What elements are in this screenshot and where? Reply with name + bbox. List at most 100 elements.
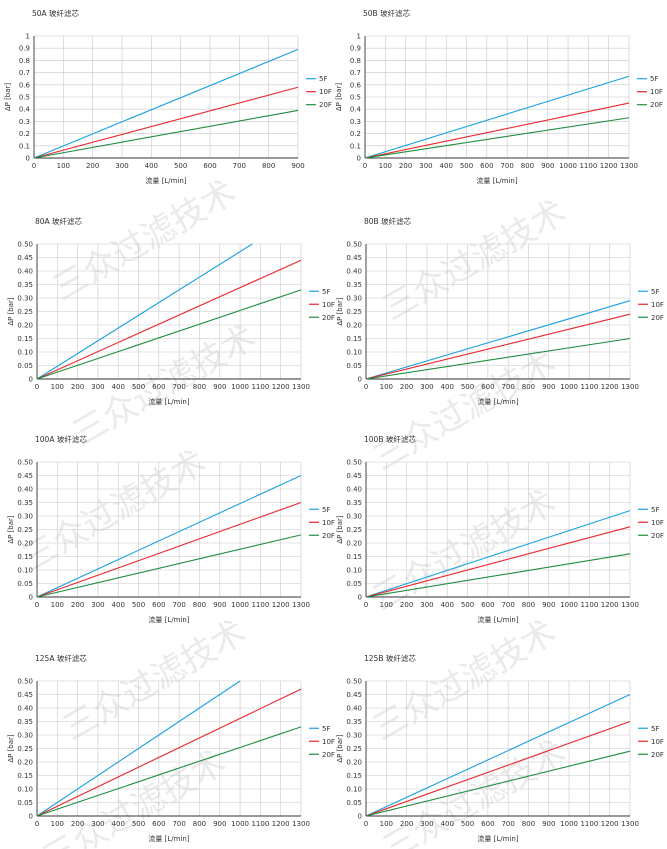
- y-tick-label: 0.25: [17, 308, 33, 316]
- x-tick-label: 400: [112, 601, 125, 609]
- chart-panel-3: 80B 玻纤滤芯 0 100 200 300 400 500 600 700 800 900 1000…: [336, 216, 664, 406]
- legend-label-20F: 20F: [651, 751, 664, 759]
- series-line-20F: [36, 289, 302, 380]
- y-tick-label: 0.15: [17, 553, 33, 561]
- y-tick-label: 0.35: [17, 281, 33, 289]
- x-tick-label: 0: [35, 820, 39, 828]
- x-tick-label: 300: [420, 820, 433, 828]
- x-tick-label: 800: [522, 601, 535, 609]
- y-tick-label: 0.50: [346, 678, 362, 686]
- y-tick-label: 0.15: [17, 772, 33, 780]
- y-tick-label: 0.20: [346, 322, 362, 330]
- y-tick-label: 0.05: [346, 580, 362, 588]
- y-tick-label: 0.45: [346, 254, 362, 262]
- x-tick-label: 0: [364, 601, 368, 609]
- x-tick-label: 100: [51, 601, 64, 609]
- x-tick-label: 500: [132, 383, 145, 391]
- y-tick-label: 0.40: [346, 268, 362, 276]
- y-tick-label: 0.40: [17, 486, 33, 494]
- x-tick-label: 1100: [580, 820, 598, 828]
- x-tick-label: 500: [132, 601, 145, 609]
- chart-panel-1: 50B 玻纤滤芯 0 100 200 300 400 500 600 700 800 900 1000…: [335, 8, 663, 185]
- x-tick-label: 800: [521, 162, 534, 170]
- legend-label-10F: 10F: [319, 88, 332, 96]
- series-line-5F: [365, 694, 631, 817]
- x-tick-label: 0: [35, 383, 39, 391]
- x-tick-label: 600: [152, 383, 165, 391]
- y-tick-label: 0.35: [346, 718, 362, 726]
- series-line-5F: [364, 75, 630, 159]
- series-line-10F: [364, 102, 630, 159]
- y-tick-label: 0.20: [17, 540, 33, 548]
- y-tick-label: 0.45: [17, 254, 33, 262]
- x-axis-label: 流量 [L/min]: [477, 615, 518, 624]
- y-axis-label: ΔP [bar]: [336, 734, 344, 763]
- x-tick-label: 700: [501, 383, 514, 391]
- x-tick-label: 1200: [601, 820, 619, 828]
- y-tick-label: 0.4: [19, 106, 31, 114]
- series-line-10F: [33, 86, 299, 159]
- x-tick-label: 1000: [560, 820, 578, 828]
- x-tick-label: 800: [262, 162, 275, 170]
- legend-label-10F: 10F: [651, 301, 664, 309]
- x-tick-label: 700: [172, 601, 185, 609]
- x-tick-label: 900: [213, 601, 226, 609]
- x-tick-label: 0: [35, 601, 39, 609]
- series-line-5F: [36, 475, 302, 598]
- legend-label-10F: 10F: [651, 519, 664, 527]
- y-tick-label: 0.40: [17, 705, 33, 713]
- x-tick-label: 300: [419, 162, 432, 170]
- x-tick-label: 1300: [620, 162, 638, 170]
- x-tick-label: 1000: [560, 383, 578, 391]
- series-line-5F: [33, 48, 299, 159]
- x-tick-label: 700: [172, 383, 185, 391]
- x-tick-label: 1300: [621, 820, 639, 828]
- legend-label-10F: 10F: [651, 738, 664, 746]
- y-tick-label: 0.3: [19, 118, 30, 126]
- legend-label-5F: 5F: [651, 725, 659, 733]
- x-tick-label: 900: [213, 383, 226, 391]
- series-line-5F: [36, 680, 241, 817]
- chart-panel-4: 100A 玻纤滤芯 0 100 200 300 400 500 600 700 800 900 100…: [7, 434, 335, 624]
- x-tick-label: 200: [400, 820, 413, 828]
- y-tick-label: 0.4: [350, 106, 362, 114]
- y-tick-label: 0.20: [17, 759, 33, 767]
- y-axis-label: ΔP [bar]: [4, 83, 12, 112]
- series-line-5F: [36, 243, 253, 380]
- y-tick-label: 0.30: [17, 513, 33, 521]
- x-tick-label: 800: [522, 383, 535, 391]
- y-tick-label: 0: [26, 155, 30, 163]
- x-tick-label: 1200: [601, 383, 619, 391]
- x-tick-label: 700: [500, 162, 513, 170]
- y-tick-label: 0.40: [346, 486, 362, 494]
- series-line-10F: [365, 526, 631, 598]
- y-tick-label: 0.35: [17, 499, 33, 507]
- y-axis-label: ΔP [bar]: [336, 515, 344, 544]
- legend-label-5F: 5F: [319, 75, 327, 83]
- series-line-20F: [364, 117, 630, 159]
- x-tick-label: 700: [501, 601, 514, 609]
- y-axis-label: ΔP [bar]: [335, 83, 343, 112]
- y-tick-label: 0.10: [17, 567, 33, 575]
- y-tick-label: 0.20: [346, 759, 362, 767]
- y-tick-label: 0.30: [17, 732, 33, 740]
- x-tick-label: 300: [91, 820, 104, 828]
- y-tick-label: 0.3: [350, 118, 361, 126]
- y-tick-label: 0.30: [346, 295, 362, 303]
- y-tick-label: 0.40: [346, 705, 362, 713]
- series-line-20F: [365, 337, 631, 380]
- x-tick-label: 800: [522, 820, 535, 828]
- x-tick-label: 500: [461, 383, 474, 391]
- x-tick-label: 1300: [621, 601, 639, 609]
- y-tick-label: 0.50: [346, 241, 362, 249]
- y-axis-label: ΔP [bar]: [7, 515, 15, 544]
- y-tick-label: 0.15: [346, 553, 362, 561]
- x-tick-label: 0: [32, 162, 36, 170]
- y-tick-label: 0.10: [346, 786, 362, 794]
- series-line-20F: [33, 109, 299, 159]
- y-tick-label: 0.10: [17, 786, 33, 794]
- chart-panel-7: 125B 玻纤滤芯 0 100 200 300 400 500 600 700 800 900 100…: [336, 653, 664, 843]
- chart-title: 125B 玻纤滤芯: [364, 653, 416, 663]
- series-line-20F: [36, 726, 302, 817]
- y-tick-label: 0.25: [346, 745, 362, 753]
